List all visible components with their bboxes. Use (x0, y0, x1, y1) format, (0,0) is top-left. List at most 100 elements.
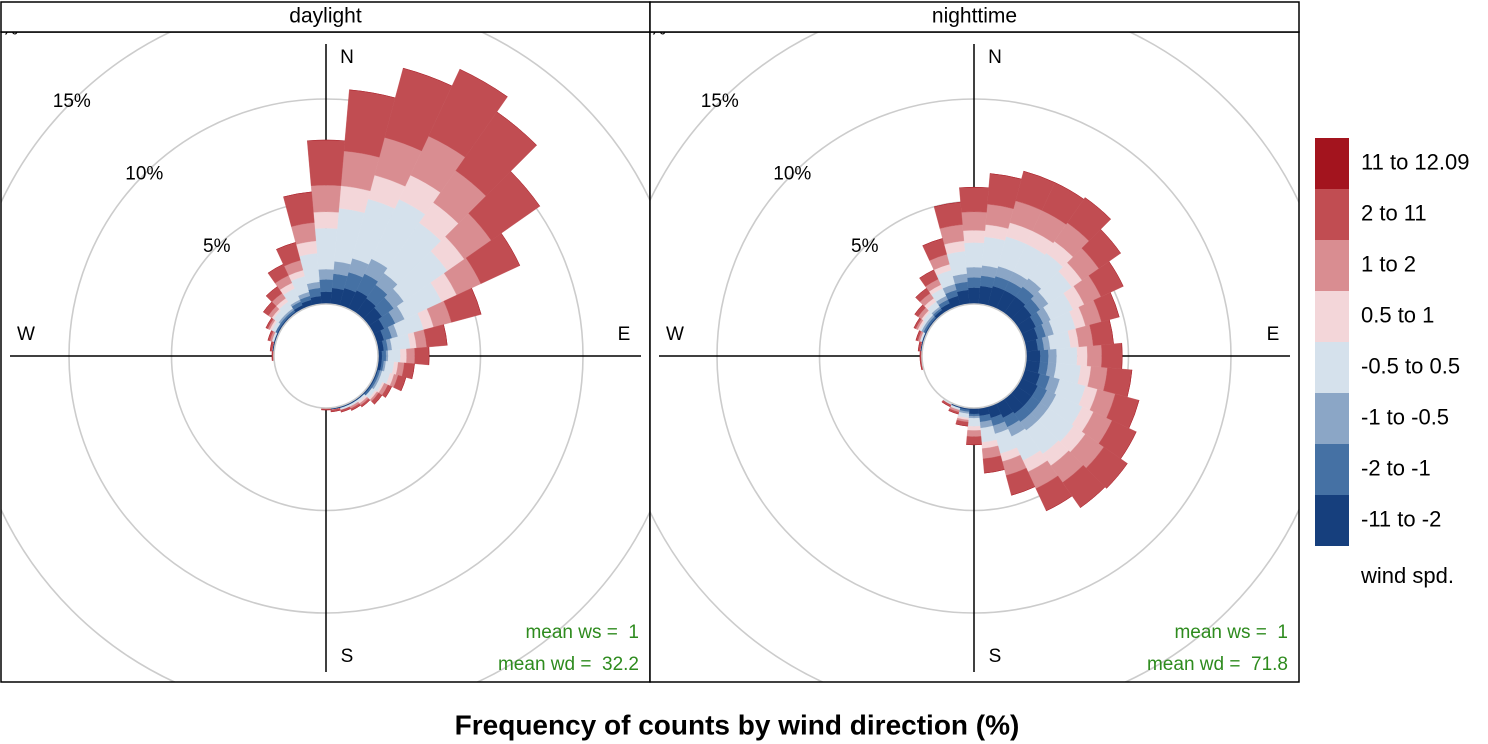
rose-segment (414, 346, 430, 366)
rose-segment (967, 287, 981, 305)
rose-segment (263, 301, 272, 313)
ring-label: 5% (851, 236, 879, 257)
rose-segment (959, 187, 989, 213)
rose-segment (351, 405, 361, 411)
rose-segment (443, 324, 448, 346)
legend-swatch (1315, 138, 1349, 189)
rose-segment (267, 264, 284, 274)
rose-segment (307, 139, 345, 186)
ring-label: 5% (203, 236, 231, 257)
annotation: mean ws = 1 (1174, 622, 1288, 643)
rose-segment (381, 350, 387, 362)
legend-label: -1 to -0.5 (1361, 404, 1449, 429)
rose-segment (1128, 400, 1140, 429)
rose-segment (385, 386, 392, 398)
rose-segment (387, 349, 401, 363)
zero-ring (921, 303, 1027, 409)
legend-swatch (1315, 291, 1349, 342)
rose-segment (920, 360, 922, 371)
rose-segment (968, 413, 980, 417)
ring-label: 10% (125, 163, 163, 184)
rose-segment (1056, 346, 1078, 366)
ring-label: 20% (628, 18, 666, 39)
rose-segment (411, 363, 415, 380)
legend-swatch (1315, 240, 1349, 291)
rose-segment (1080, 486, 1106, 508)
direction-label: E (618, 324, 631, 345)
panel-title: daylight (289, 5, 362, 28)
rose-segment (961, 211, 987, 231)
rose-segment (1127, 369, 1133, 398)
rose-segment (1039, 349, 1049, 363)
rose-segment (913, 317, 920, 329)
rose-segment (1100, 229, 1121, 254)
annotation: mean wd = 32.2 (498, 654, 639, 675)
direction-label: S (989, 646, 1002, 667)
rose-segment (1048, 348, 1057, 364)
rose-segment (1054, 182, 1084, 200)
rose-segment (1025, 350, 1041, 362)
direction-label: S (341, 646, 354, 667)
rose-segment (966, 436, 982, 446)
legend-swatch (1315, 342, 1349, 393)
direction-label: N (340, 47, 354, 68)
rose-segment (313, 211, 339, 229)
rose-segment (310, 184, 342, 213)
rose-segment (1086, 344, 1102, 368)
legend-label: 11 to 12.09 (1361, 149, 1469, 174)
strip (0, 1, 651, 33)
rose-segment (459, 69, 508, 97)
legend-swatch (1315, 393, 1349, 444)
direction-label: E (1267, 324, 1280, 345)
ring-label: 10% (773, 163, 811, 184)
ring-label: 20% (0, 18, 18, 39)
rose-segment (400, 348, 407, 364)
annotation: mean wd = 71.8 (1147, 654, 1288, 675)
ring-label: 15% (53, 91, 91, 112)
rose-segment (319, 279, 333, 293)
rose-segment (314, 228, 338, 270)
rose-segment (1076, 345, 1088, 367)
legend-swatch (1315, 444, 1349, 495)
rose-segment (933, 201, 961, 207)
direction-label: W (17, 324, 35, 345)
rose-segment (1046, 495, 1073, 512)
rose-segment (406, 348, 416, 364)
rose-segment (967, 426, 981, 431)
rose-segment (966, 277, 982, 289)
rose-segment (385, 350, 389, 362)
legend-swatch (1315, 189, 1349, 240)
rose-segment (320, 291, 332, 305)
panel-title: nighttime (932, 5, 1017, 28)
x-axis-title: Frequency of counts by wind direction (%… (455, 709, 1020, 740)
rose-segment (962, 230, 986, 244)
direction-label: N (988, 47, 1002, 68)
rose-segment (318, 268, 334, 280)
legend-label: 1 to 2 (1361, 251, 1416, 276)
rose-segment (374, 395, 383, 405)
legend-label: 2 to 11 (1361, 200, 1427, 225)
legend-title: wind spd. (1360, 563, 1454, 588)
zero-ring (273, 303, 379, 409)
ring-label: 15% (701, 91, 739, 112)
rose-segment (349, 89, 396, 99)
legend-label: -0.5 to 0.5 (1361, 353, 1460, 378)
rose-segment (1108, 261, 1124, 287)
rose-segment (1101, 342, 1123, 370)
legend-label: 0.5 to 1 (1361, 302, 1434, 327)
rose-segment (966, 430, 982, 437)
rose-segment (403, 68, 453, 87)
rose-segment (984, 469, 1005, 474)
rose-segment (968, 415, 980, 419)
rose-segment (496, 111, 537, 146)
rose-segment (959, 187, 989, 188)
direction-label: W (666, 324, 684, 345)
annotation: mean ws = 1 (525, 622, 639, 643)
rose-segment (283, 191, 312, 198)
rose-segment (967, 417, 981, 427)
legend-label: -11 to -2 (1361, 506, 1441, 531)
legend-label: -2 to -1 (1361, 455, 1431, 480)
